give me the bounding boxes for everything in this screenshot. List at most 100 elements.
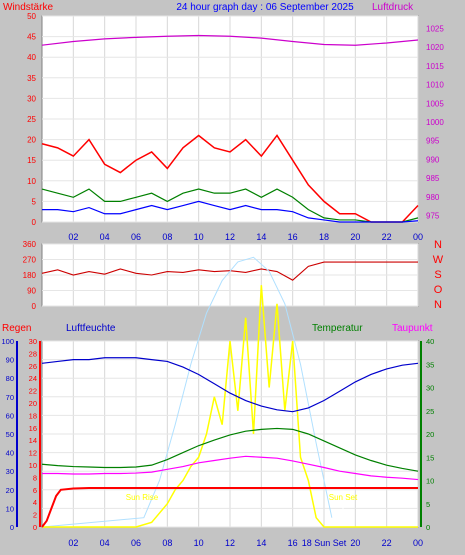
wind-x-tick: 02 [68, 232, 78, 242]
wind-x-tick: 06 [131, 232, 141, 242]
sunrise-label: Sun Rise [126, 493, 159, 502]
rain-y-tick: 12 [29, 449, 37, 458]
direction-y-tick: 0 [32, 302, 37, 311]
temp-y-tick: 0 [426, 523, 430, 532]
wind-y-tick: 20 [27, 136, 36, 145]
wind-y-tick: 10 [27, 177, 36, 186]
humidity-y-tick: 20 [6, 486, 14, 495]
pressure-y-tick: 1015 [426, 62, 444, 71]
rain-y-tick: 14 [29, 436, 37, 445]
rain-y-tick: 10 [29, 461, 37, 470]
rain-y-tick: 26 [29, 362, 37, 371]
climate-x-tick: 02 [68, 538, 78, 548]
dewpoint-label: Taupunkt [392, 323, 433, 334]
wind-x-tick: 12 [225, 232, 235, 242]
wind-x-tick: 04 [100, 232, 110, 242]
temperature-line [41, 427, 419, 472]
rain-y-tick: 24 [29, 374, 37, 383]
wind-y-tick: 40 [27, 53, 36, 62]
wind-x-tick: 00 [413, 232, 423, 242]
climate-x-tick: 20 [350, 538, 360, 548]
wind-y-tick: 25 [27, 115, 36, 124]
compass-label: W [433, 254, 444, 266]
temp-y-tick: 35 [426, 360, 434, 369]
climate-x-tick: 22 [382, 538, 392, 548]
climate-x-tick: 04 [100, 538, 110, 548]
pressure-y-tick: 995 [426, 137, 440, 146]
wind_avg-line [42, 200, 419, 223]
gust-line [41, 134, 419, 223]
sunset-label: Sun Set [329, 493, 358, 502]
pressure-y-tick: 1005 [426, 99, 444, 108]
humidity-label: Luftfeuchte [66, 323, 116, 334]
wind-x-tick: 16 [288, 232, 298, 242]
pressure-axis-label: Luftdruck [372, 2, 414, 13]
dewpoint-line [42, 455, 419, 481]
climate-x-tick: 10 [194, 538, 204, 548]
climate-x-tick: 14 [256, 538, 266, 548]
pressure-y-tick: 1010 [426, 81, 444, 90]
temp-y-tick: 20 [426, 430, 434, 439]
rain-y-tick: 28 [29, 349, 37, 358]
humidity-y-tick: 40 [6, 449, 14, 458]
humidity-y-tick: 60 [6, 411, 14, 420]
temp-y-tick: 10 [426, 477, 434, 486]
climate-x-tick: 06 [131, 538, 141, 548]
pressure-y-tick: 1020 [426, 43, 444, 52]
direction-y-tick: 90 [27, 287, 36, 296]
wind-axis-label: Windstärke [3, 2, 53, 13]
rain-y-tick: 22 [29, 387, 37, 396]
temp-y-tick: 25 [426, 407, 434, 416]
wind-line [41, 188, 419, 223]
humidity-y-tick: 90 [6, 356, 14, 365]
humidity-y-tick: 0 [10, 523, 14, 532]
climate-x-tick: 12 [225, 538, 235, 548]
wind-y-tick: 45 [27, 33, 36, 42]
climate-x-tick: 16 [288, 538, 298, 548]
pressure-y-tick: 975 [426, 212, 440, 221]
rain-y-tick: 18 [29, 411, 37, 420]
compass-label: O [434, 284, 443, 296]
pressure-y-tick: 990 [426, 155, 440, 164]
temperature-label: Temperatur [312, 323, 363, 334]
solar-line [42, 285, 418, 528]
humidity-y-tick: 100 [1, 337, 14, 346]
humidity-line [41, 357, 419, 413]
humidity-y-tick: 10 [6, 504, 14, 513]
wind-x-tick: 10 [194, 232, 204, 242]
direction-y-tick: 360 [23, 240, 37, 249]
pressure-y-tick: 980 [426, 193, 440, 202]
wind-x-tick: 20 [350, 232, 360, 242]
pressure-y-tick: 1000 [426, 118, 444, 127]
solar-clear-line [41, 256, 333, 528]
wind-y-tick: 30 [27, 94, 36, 103]
climate-x-tick: 08 [162, 538, 172, 548]
rain-y-tick: 8 [33, 473, 37, 482]
rain-y-tick: 30 [29, 337, 37, 346]
rain-y-tick: 0 [33, 523, 37, 532]
rain-line [41, 486, 418, 528]
temp-y-tick: 15 [426, 453, 434, 462]
compass-label: N [434, 239, 442, 251]
temp-y-tick: 30 [426, 384, 434, 393]
rain-y-tick: 16 [29, 424, 37, 433]
pressure-line [41, 34, 419, 46]
wind-x-tick: 22 [382, 232, 392, 242]
humidity-y-tick: 30 [6, 467, 14, 476]
wind-y-tick: 5 [32, 197, 37, 206]
rain-y-tick: 4 [33, 498, 37, 507]
compass-label: S [434, 269, 441, 281]
climate-x-tick: 18 Sun Set [302, 538, 347, 548]
humidity-y-tick: 80 [6, 374, 14, 383]
wind-y-tick: 0 [32, 218, 37, 227]
wind-y-tick: 15 [27, 156, 36, 165]
rain-y-tick: 20 [29, 399, 37, 408]
rain-label: Regen [2, 323, 31, 334]
pressure-y-tick: 985 [426, 174, 440, 183]
pressure-y-tick: 1025 [426, 24, 444, 33]
rain-y-tick: 2 [33, 511, 37, 520]
temp-y-tick: 40 [426, 337, 434, 346]
wind-x-tick: 14 [256, 232, 266, 242]
rain-y-tick: 6 [33, 486, 37, 495]
wind-y-tick: 35 [27, 74, 36, 83]
